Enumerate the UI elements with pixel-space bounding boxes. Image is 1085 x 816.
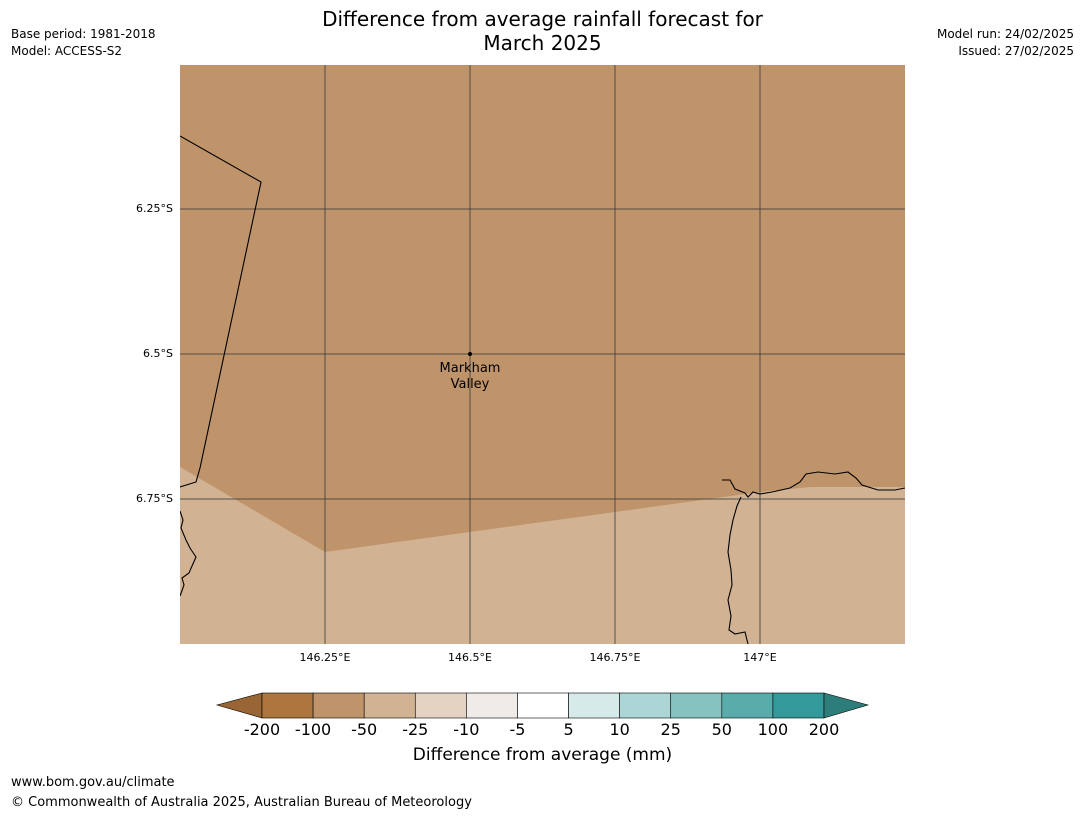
issued-date: Issued: 27/02/2025 <box>958 44 1074 58</box>
place-label-line1: Markham <box>440 361 501 376</box>
colorbar-cell <box>414 692 467 719</box>
graticule <box>180 65 905 644</box>
colorbar-tick-label: 100 <box>757 720 789 739</box>
metadata-right: Model run: 24/02/2025 Issued: 27/02/2025 <box>937 26 1074 60</box>
colorbar-cell <box>312 692 365 719</box>
colorbar-cell <box>721 692 774 719</box>
colorbar-cell <box>568 692 620 719</box>
lon-label-147: 147°E <box>743 651 777 664</box>
border-line <box>180 135 262 488</box>
colorbar-tick-label: -5 <box>509 720 526 739</box>
colorbar-cell <box>517 692 569 719</box>
colorbar-tick-label: -25 <box>402 720 429 739</box>
place-marker <box>468 352 472 356</box>
title-line-2: March 2025 <box>483 31 602 55</box>
page-title: Difference from average rainfall forecas… <box>0 7 1085 55</box>
title-line-1: Difference from average rainfall forecas… <box>322 7 763 31</box>
colorbar-extend-high <box>823 692 870 719</box>
coastline-west <box>180 510 197 597</box>
colorbar-cell <box>670 692 723 719</box>
lon-label-146-5: 146.5°E <box>448 651 492 664</box>
colorbar-title: Difference from average (mm) <box>412 745 673 765</box>
model-name: Model: ACCESS-S2 <box>11 44 123 58</box>
footer-url: www.bom.gov.au/climate <box>11 775 175 790</box>
base-period: Base period: 1981-2018 <box>11 27 156 41</box>
colorbar-tick-label: -10 <box>453 720 480 739</box>
river-line <box>727 496 749 644</box>
colorbar-tick-label: -200 <box>243 720 281 739</box>
colorbar-tick-label: 25 <box>660 720 681 739</box>
colorbar-tick-label: -100 <box>294 720 332 739</box>
colorbar-cell <box>363 692 416 719</box>
colorbar-cell <box>466 692 518 719</box>
place-label-line2: Valley <box>451 377 490 392</box>
coastline-east <box>722 471 905 498</box>
colorbar-cell <box>619 692 672 719</box>
colorbar <box>215 692 870 719</box>
colorbar-cell <box>772 692 825 719</box>
colorbar-tick-label: 10 <box>609 720 630 739</box>
metadata-left: Base period: 1981-2018 Model: ACCESS-S2 <box>11 26 156 60</box>
colorbar-extend-low <box>215 692 263 719</box>
lat-label-6-75: 6.75°S <box>136 492 173 505</box>
colorbar-tick-label: 5 <box>563 720 574 739</box>
colorbar-tick-label: -50 <box>351 720 378 739</box>
footer-copyright: © Commonwealth of Australia 2025, Austra… <box>11 795 472 810</box>
colorbar-cell <box>261 692 314 719</box>
model-run: Model run: 24/02/2025 <box>936 27 1074 41</box>
colorbar-tick-label: 50 <box>711 720 732 739</box>
colorbar-tick-label: 200 <box>808 720 840 739</box>
lon-label-146-75: 146.75°E <box>589 651 641 664</box>
north-zone <box>180 65 905 552</box>
lat-label-6-5: 6.5°S <box>143 347 173 360</box>
lat-label-6-25: 6.25°S <box>136 202 173 215</box>
lon-label-146-25: 146.25°E <box>299 651 351 664</box>
